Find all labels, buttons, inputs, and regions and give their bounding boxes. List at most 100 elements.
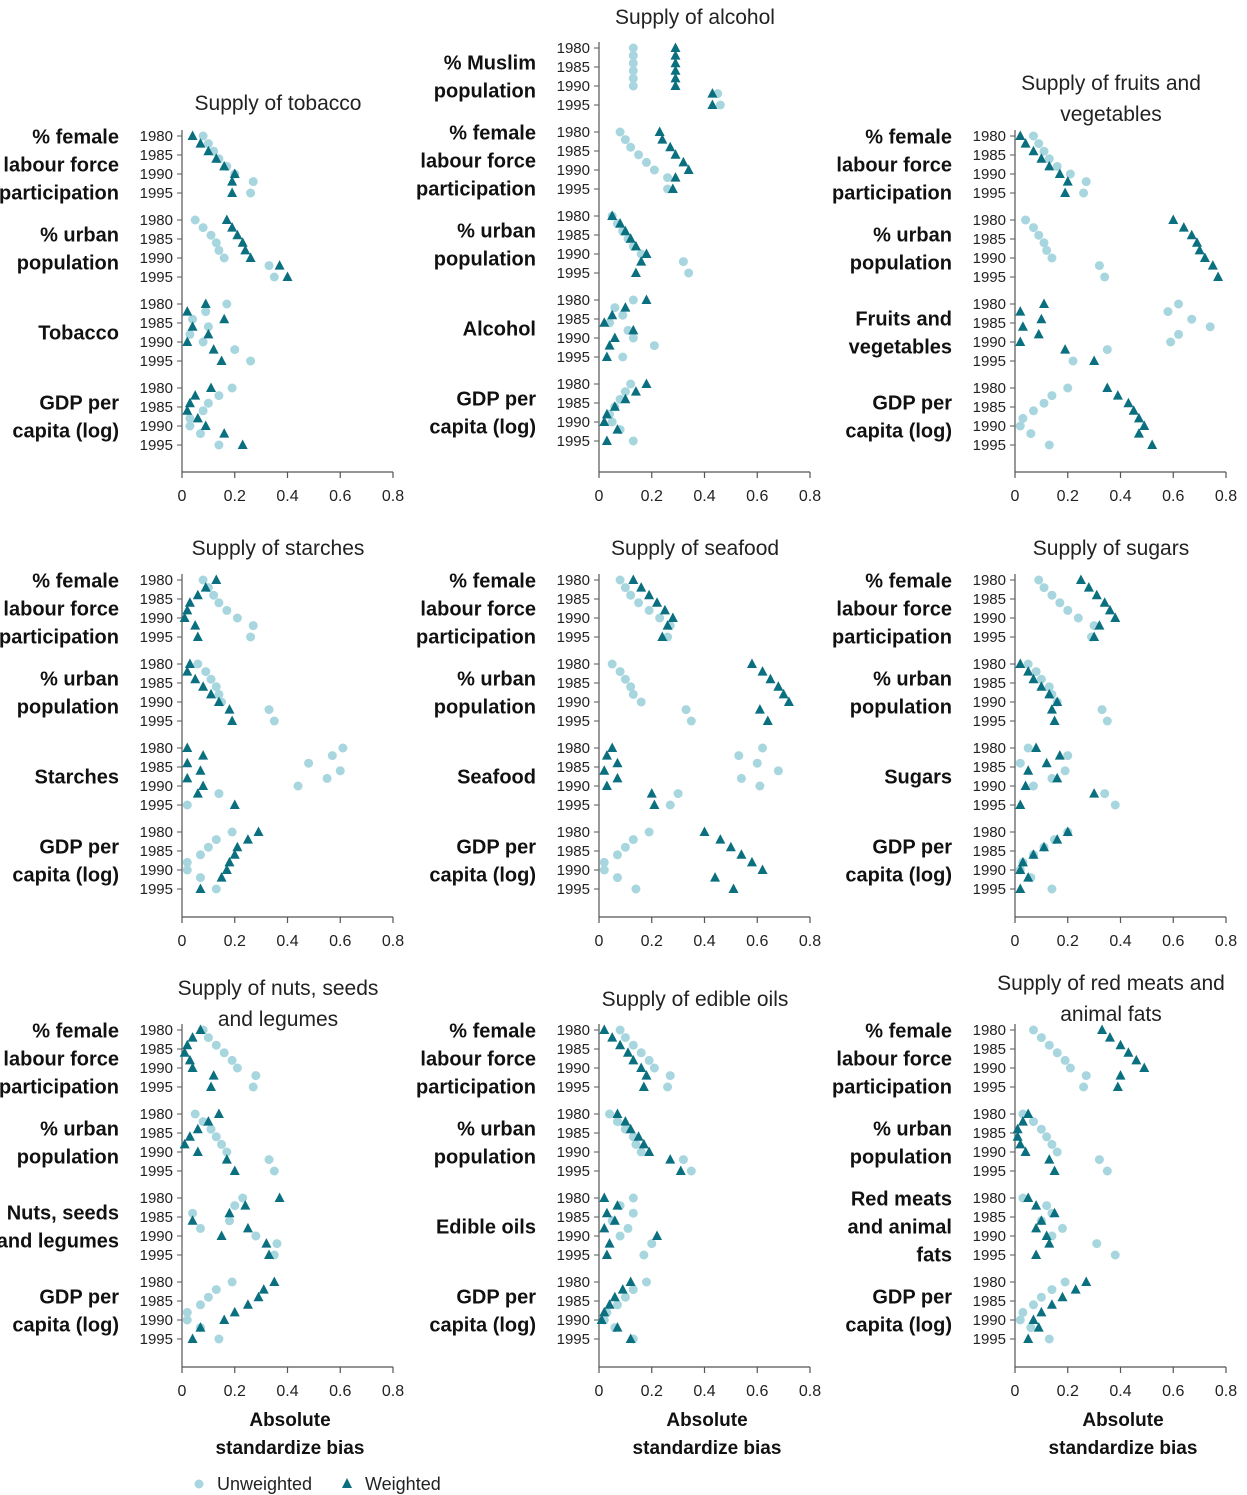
unweighted-point: [182, 1307, 192, 1317]
unweighted-point: [1174, 299, 1184, 309]
weighted-point: [192, 1123, 203, 1134]
weighted-point: [1139, 1062, 1150, 1072]
weighted-point: [1033, 1322, 1044, 1332]
year-label: 1995: [140, 713, 173, 730]
year-label: 1980: [557, 656, 590, 673]
year-label: 1990: [973, 250, 1006, 267]
group-female-labour-force-participation: 1980 1985 1990 1995 % female labour force part…: [832, 127, 1091, 205]
weighted-point: [601, 351, 612, 361]
year-label: 1980: [557, 1274, 590, 1291]
year-label: 1980: [973, 128, 1006, 145]
unweighted-point: [1021, 215, 1031, 225]
year-label: 1995: [140, 437, 173, 454]
weighted-point: [1052, 696, 1063, 706]
group-label: % Muslim population: [434, 53, 536, 103]
weighted-point: [227, 222, 238, 232]
weighted-point: [1133, 428, 1144, 438]
weighted-point: [659, 604, 670, 615]
weighted-point: [670, 50, 681, 60]
unweighted-point: [185, 329, 195, 339]
group-label: Seafood: [457, 767, 536, 789]
weighted-point: [229, 1306, 240, 1317]
x-tick-label: 0.2: [1057, 488, 1079, 505]
weighted-point: [601, 780, 612, 790]
unweighted-point: [678, 1155, 688, 1165]
weighted-point: [1036, 313, 1047, 324]
unweighted-point: [623, 1223, 633, 1233]
year-label: 1995: [973, 881, 1006, 898]
weighted-point: [190, 673, 201, 684]
weighted-point: [1015, 306, 1026, 316]
group-female-labour-force-participation: 1980 1985 1990 1995 % female labour force part…: [0, 571, 258, 649]
weighted-point: [1133, 412, 1144, 423]
year-label: 1990: [557, 246, 590, 263]
unweighted-point: [620, 135, 630, 145]
year-label: 1985: [140, 399, 173, 416]
weighted-point: [628, 574, 639, 584]
group-label: % urban population: [850, 669, 952, 719]
year-label: 1990: [557, 1228, 590, 1245]
weighted-point: [625, 1123, 636, 1134]
unweighted-point: [636, 697, 646, 707]
year-label: 1995: [140, 1331, 173, 1348]
unweighted-point: [644, 605, 654, 615]
x-axis-title: Absolute standardize bias: [633, 1410, 782, 1459]
unweighted-point: [1073, 613, 1083, 623]
year-label: 1980: [140, 1274, 173, 1291]
x-tick-label: 0.4: [693, 1383, 715, 1400]
year-label: 1985: [557, 1293, 590, 1310]
unweighted-point: [269, 272, 279, 282]
year-label: 1980: [973, 1106, 1006, 1123]
weighted-point: [641, 294, 652, 304]
unweighted-point: [599, 865, 609, 875]
weighted-point: [184, 1054, 195, 1065]
panel-title: Supply of nuts, seeds and legumes: [178, 977, 379, 1031]
unweighted-point: [626, 682, 636, 692]
weighted-point: [258, 1284, 269, 1294]
weighted-point: [1123, 397, 1134, 408]
unweighted-point: [649, 165, 659, 175]
x-tick-label: 0.2: [1057, 1383, 1079, 1400]
unweighted-point: [628, 73, 638, 83]
x-tick-label: 0.4: [276, 1383, 298, 1400]
weighted-point: [216, 1230, 227, 1240]
x-tick-label: 0.6: [1162, 1383, 1184, 1400]
group-gdp-per-capita-log: 1980 1985 1990 1995 GDP per capita (log): [12, 824, 264, 898]
weighted-point: [1049, 1207, 1060, 1218]
unweighted-point: [641, 1277, 651, 1287]
unweighted-point: [293, 781, 303, 791]
group-label: GDP per capita (log): [845, 837, 952, 887]
weighted-point: [187, 1032, 198, 1042]
weighted-point: [612, 772, 623, 783]
unweighted-point: [1100, 789, 1110, 799]
unweighted-point: [612, 1300, 622, 1310]
weighted-point: [1015, 130, 1026, 140]
weighted-point: [636, 582, 647, 592]
year-label: 1980: [140, 380, 173, 397]
weighted-point: [203, 328, 214, 339]
weighted-point: [612, 757, 623, 768]
weighted-point: [187, 321, 198, 331]
weighted-point: [607, 309, 618, 320]
unweighted-point: [663, 173, 673, 183]
unweighted-point: [773, 766, 783, 776]
unweighted-point: [1102, 345, 1112, 355]
weighted-point: [245, 252, 256, 262]
x-tick-label: 0.4: [276, 933, 298, 950]
group-gdp-per-capita-log: 1980 1985 1990 1995 GDP per capita (log): [845, 1274, 1092, 1348]
weighted-point: [1046, 704, 1057, 714]
weighted-point: [219, 313, 230, 324]
year-label: 1985: [140, 147, 173, 164]
weighted-point: [604, 1299, 615, 1309]
unweighted-point: [1028, 131, 1038, 141]
year-label: 1990: [140, 1228, 173, 1245]
unweighted-point: [1110, 800, 1120, 810]
weighted-point: [1015, 658, 1026, 668]
weighted-point: [757, 864, 768, 874]
unweighted-point: [251, 1071, 261, 1081]
unweighted-point: [628, 1193, 638, 1203]
weighted-point: [707, 88, 718, 98]
unweighted-point: [1042, 1201, 1052, 1211]
weighted-point: [736, 849, 747, 859]
